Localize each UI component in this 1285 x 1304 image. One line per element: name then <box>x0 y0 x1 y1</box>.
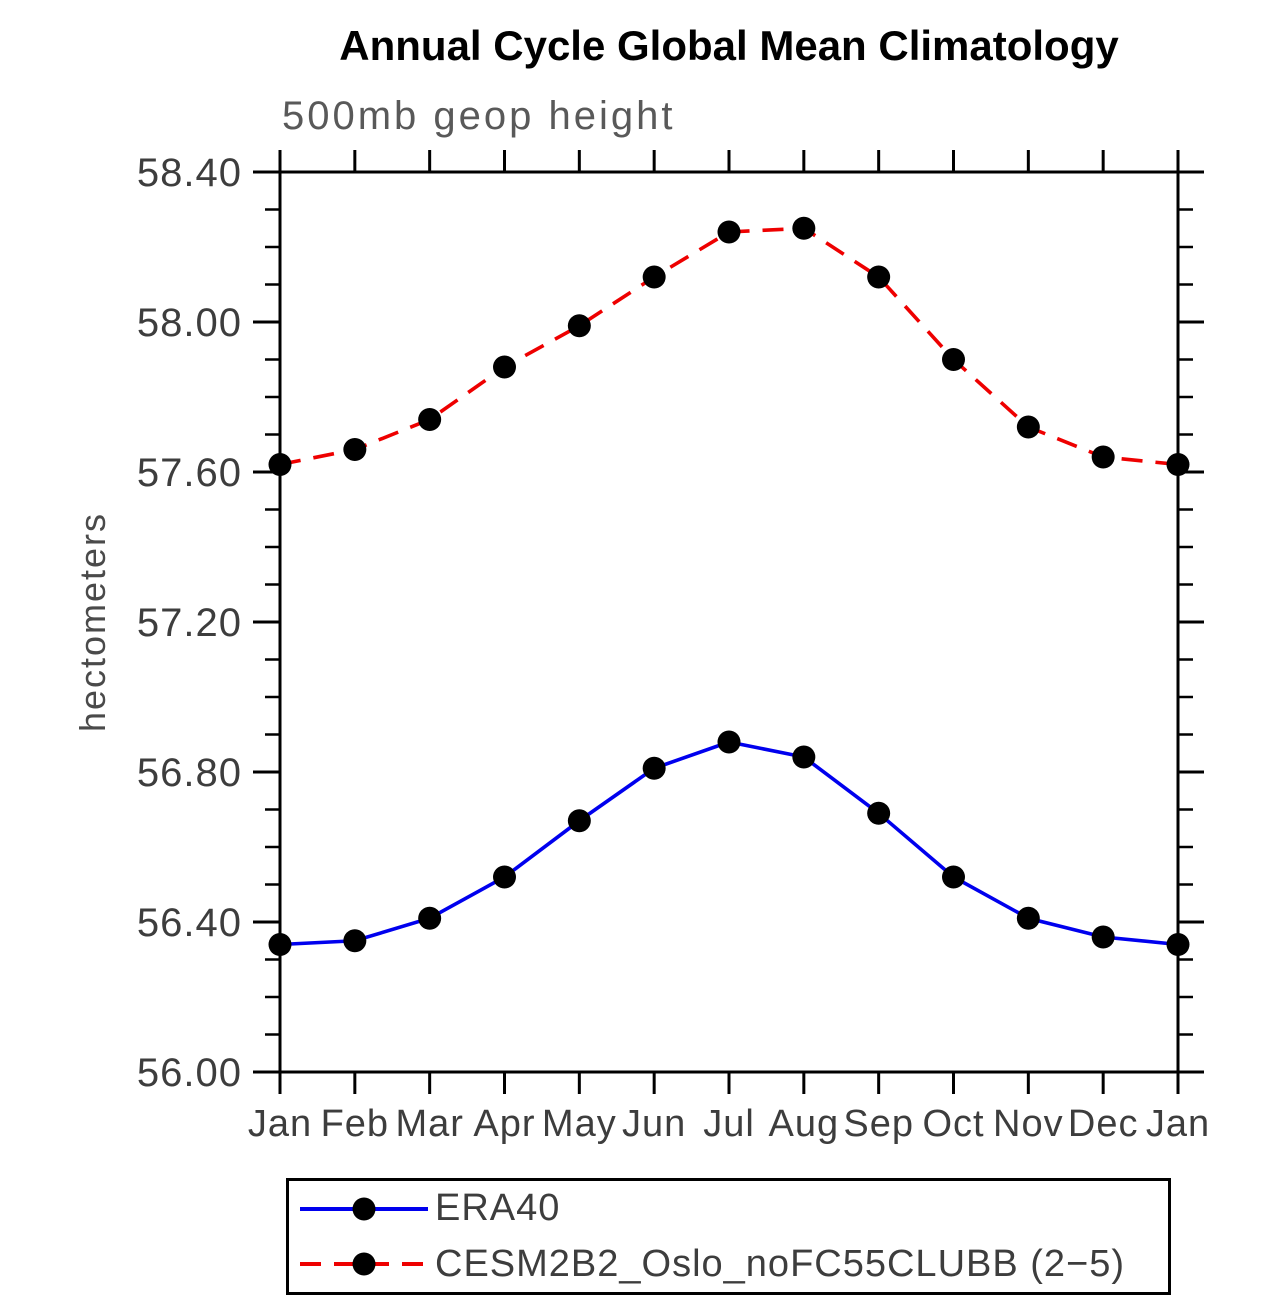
x-tick-label: Jul <box>703 1103 755 1145</box>
data-point-marker <box>268 933 292 956</box>
series-markers-cesm2b2_oslo_nofc55clubb-2-5- <box>268 216 1190 476</box>
legend-row-cesm2b2: CESM2B2_Oslo_noFC55CLUBB (2−5) <box>296 1237 1168 1293</box>
x-tick-label: Oct <box>922 1103 984 1145</box>
data-point-marker <box>567 809 591 833</box>
data-point-marker <box>493 355 516 379</box>
data-point-marker <box>1091 925 1115 949</box>
y-major-ticks <box>253 170 1204 1074</box>
cesm2b2-line-sample <box>300 1252 428 1276</box>
cesm2b2-marker-icon <box>352 1252 376 1276</box>
data-point-marker <box>1016 415 1040 439</box>
legend-label-era40: ERA40 <box>435 1187 561 1230</box>
data-point-marker <box>792 745 816 769</box>
y-tick-label: 58.00 <box>137 301 242 345</box>
x-tick-label: Dec <box>1068 1103 1139 1145</box>
plot-frame <box>278 170 1180 1074</box>
x-tick-label: Jan <box>1146 1103 1210 1145</box>
x-tick-label: Mar <box>395 1103 463 1145</box>
x-tick-label: Feb <box>321 1103 389 1145</box>
data-point-marker <box>343 438 367 461</box>
y-tick-label: 58.40 <box>137 151 242 195</box>
data-point-marker <box>717 220 741 244</box>
x-tick-label: Aug <box>769 1103 840 1145</box>
data-point-marker <box>642 756 666 780</box>
chart-title: Annual Cycle Global Mean Climatology <box>339 22 1119 69</box>
data-point-marker <box>867 265 891 289</box>
data-point-marker <box>418 906 442 930</box>
data-point-marker <box>642 265 666 289</box>
data-point-marker <box>942 865 965 889</box>
y-tick-label: 57.20 <box>137 601 242 645</box>
x-tick-label: Nov <box>993 1103 1064 1145</box>
x-tick-label: Jun <box>622 1103 686 1145</box>
data-point-marker <box>1166 453 1190 476</box>
y-tick-labels: 56.00 56.40 56.80 57.20 57.60 58.00 58.40 <box>137 151 242 1095</box>
y-tick-label: 56.40 <box>137 901 242 945</box>
data-point-marker <box>567 314 591 338</box>
x-tick-label: Sep <box>843 1103 914 1145</box>
data-point-marker <box>717 730 741 754</box>
data-point-marker <box>1016 906 1040 930</box>
legend-row-era40: ERA40 <box>296 1181 1168 1237</box>
y-minor-ticks <box>265 208 1193 1036</box>
data-point-marker <box>1091 445 1115 469</box>
data-point-marker <box>867 801 891 825</box>
data-point-marker <box>343 929 367 953</box>
series-markers-era40 <box>268 730 1190 956</box>
x-tick-label: May <box>542 1103 617 1145</box>
legend: ERA40 CESM2B2_Oslo_noFC55CLUBB (2−5) <box>286 1178 1171 1295</box>
data-point-marker <box>792 216 816 240</box>
series-line-era40 <box>279 740 1179 947</box>
era40-marker-icon <box>352 1197 376 1221</box>
era40-line-sample <box>300 1197 428 1221</box>
y-tick-label: 56.80 <box>137 751 242 795</box>
chart-subtitle: 500mb geop height <box>282 94 676 138</box>
x-tick-labels: Jan Feb Mar Apr May Jun Jul Aug Sep Oct Nov Dec Jan <box>248 1103 1210 1145</box>
data-point-marker <box>268 453 292 476</box>
series-line-cesm2b2_oslo_nofc55clubb-2-5- <box>279 226 1179 467</box>
data-point-marker <box>942 348 965 371</box>
legend-label-cesm2b2: CESM2B2_Oslo_noFC55CLUBB (2−5) <box>435 1242 1126 1285</box>
data-point-marker <box>418 408 442 431</box>
x-ticks <box>278 150 1180 1094</box>
y-tick-label: 56.00 <box>137 1051 242 1095</box>
x-tick-label: Apr <box>473 1103 535 1145</box>
data-point-marker <box>1166 933 1190 956</box>
y-tick-label: 57.60 <box>137 451 242 495</box>
x-tick-label: Jan <box>248 1103 312 1145</box>
data-point-marker <box>493 865 516 889</box>
